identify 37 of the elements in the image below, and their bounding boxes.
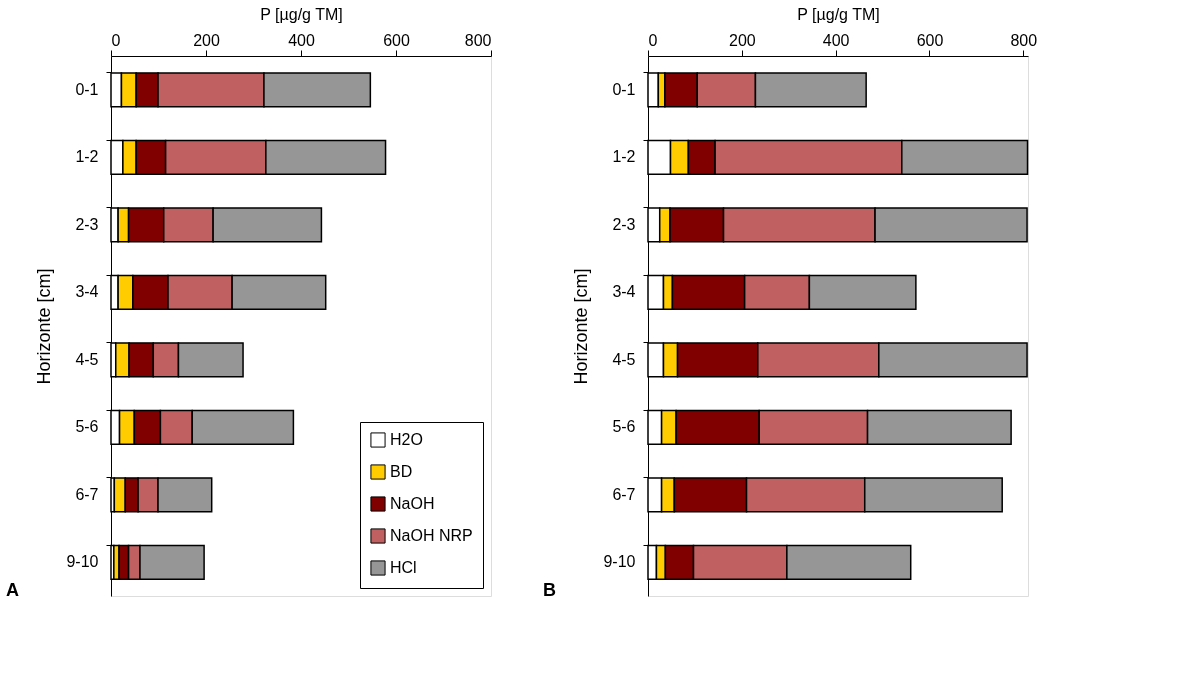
y-axis-title: Horizonte [cm]: [34, 268, 55, 385]
legend-label: HCl: [390, 559, 417, 576]
y-tick-label: 3-4: [612, 283, 636, 301]
y-axis-title: Horizonte [cm]: [571, 268, 592, 385]
x-axis-title: P [µg/g TM]: [260, 5, 343, 23]
legend-label: NaOH NRP: [390, 527, 473, 544]
y-tick-label: 6-7: [75, 485, 99, 503]
y-tick-label: 4-5: [75, 350, 99, 368]
x-tick-label: 800: [1010, 31, 1038, 49]
x-tick-label: 400: [822, 31, 850, 49]
legend-label: H2O: [390, 431, 423, 448]
y-tick-label: 1-2: [612, 148, 636, 166]
y-tick-label: 0-1: [75, 80, 99, 98]
x-tick-label: 200: [728, 31, 756, 49]
x-tick-label: 600: [383, 31, 410, 49]
x-tick-label: 0: [111, 31, 121, 49]
legend-label: BD: [390, 463, 413, 480]
x-tick-label: 200: [193, 31, 220, 49]
y-tick-label: 5-6: [75, 418, 99, 436]
legend-label: NaOH: [390, 495, 435, 512]
x-tick-label: 600: [916, 31, 944, 49]
y-tick-label: 5-6: [612, 418, 636, 436]
y-tick-label: 3-4: [75, 283, 99, 301]
y-tick-label: 1-2: [75, 148, 99, 166]
y-tick-label: 2-3: [612, 215, 636, 233]
x-tick-label: 0: [648, 31, 658, 49]
y-tick-label: 9-10: [603, 553, 636, 571]
text: B: [543, 580, 556, 600]
x-axis-title: P [µg/g TM]: [797, 5, 880, 23]
y-tick-label: 0-1: [612, 80, 636, 98]
y-tick-label: 9-10: [66, 553, 99, 571]
y-tick-label: 4-5: [612, 350, 636, 368]
text: A: [6, 580, 19, 600]
y-tick-label: 6-7: [612, 485, 636, 503]
x-tick-label: 800: [464, 31, 492, 49]
y-tick-label: 2-3: [75, 215, 99, 233]
x-tick-label: 400: [288, 31, 315, 49]
